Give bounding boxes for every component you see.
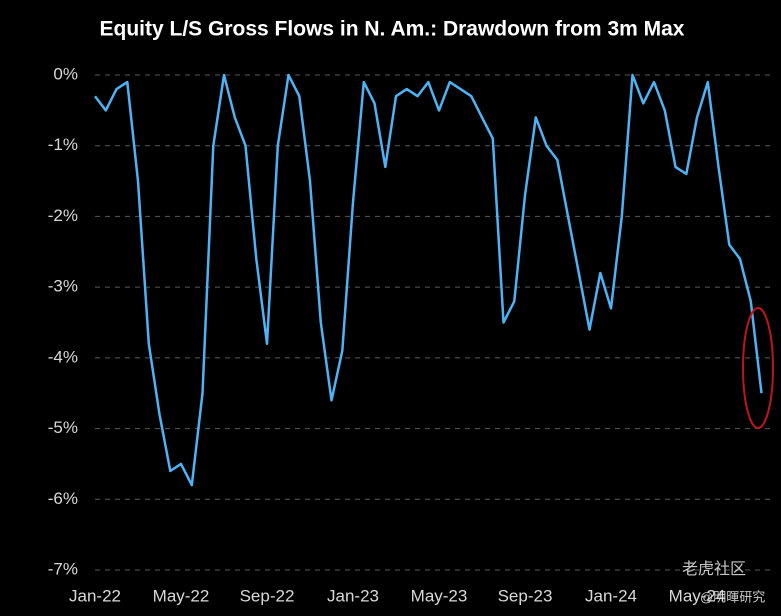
y-tick-label: 0% [53,64,78,83]
y-tick-label: -2% [48,206,78,225]
x-tick-label: May-22 [153,586,210,605]
highlight-ellipse [742,307,774,429]
x-tick-label: Sep-23 [498,586,553,605]
x-tick-label: Jan-24 [585,586,637,605]
x-tick-label: Sep-22 [240,586,295,605]
x-tick-label: May-23 [411,586,468,605]
y-tick-label: -7% [48,559,78,578]
y-tick-label: -6% [48,489,78,508]
y-tick-label: -3% [48,277,78,296]
x-tick-label: May-24 [669,586,726,605]
x-tick-label: Jan-23 [327,586,379,605]
x-tick-label: Jan-22 [69,586,121,605]
y-tick-label: -5% [48,418,78,437]
watermark-brand: 老虎社区 [682,560,746,578]
plot [94,73,763,487]
chart-title: Equity L/S Gross Flows in N. Am.: Drawdo… [100,18,685,41]
data-line [94,73,763,487]
watermark-author: @明暉研究 [700,589,765,604]
y-tick-label: -1% [48,135,78,154]
y-tick-label: -4% [48,347,78,366]
